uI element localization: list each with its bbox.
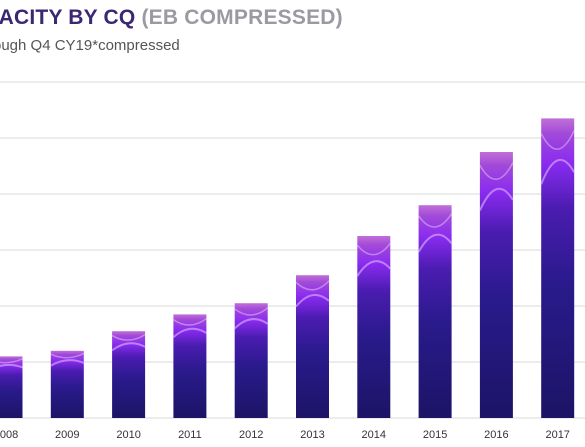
bar (234, 303, 268, 418)
bar-highlight (417, 233, 453, 253)
x-tick-label: 2016 (484, 429, 508, 441)
bar-highlight (356, 242, 391, 256)
x-tick-label: 2009 (55, 429, 79, 441)
bars (0, 118, 576, 419)
chart-title-suffix: (EB COMPRESSED) (141, 6, 343, 29)
x-tick-label: 2011 (178, 429, 202, 441)
bar-highlight (234, 307, 269, 316)
bar-highlight (356, 260, 392, 277)
x-tick-label: 2017 (545, 429, 569, 441)
chart-title-main: PACITY BY CQ (0, 6, 136, 29)
x-tick-label: 2008 (0, 429, 18, 441)
bar-highlight (111, 342, 146, 352)
bar-highlight (417, 213, 453, 228)
chart-subtitle: rough Q4 CY19*compressed (0, 37, 180, 54)
bar (479, 152, 513, 418)
bar-highlight (295, 280, 330, 291)
x-tick-label: 2013 (300, 429, 324, 441)
x-tick-label: 2015 (423, 429, 447, 441)
bar (173, 314, 207, 418)
bar (541, 118, 575, 419)
bar (112, 331, 146, 418)
bar-highlight (540, 130, 575, 150)
x-tick-label: 2010 (116, 429, 140, 441)
bar (418, 205, 452, 418)
bar (296, 275, 329, 418)
bar (0, 356, 23, 418)
bar-2012 (234, 303, 269, 418)
x-tick-label: 2014 (362, 429, 386, 441)
bar-highlight (478, 187, 514, 211)
bar-highlight (0, 363, 23, 369)
bar-2011 (172, 314, 207, 418)
bar-highlight (50, 352, 85, 359)
bar-highlight (234, 318, 269, 330)
bar-highlight (172, 317, 207, 326)
bar-2009 (50, 350, 85, 418)
bar-2014 (356, 236, 392, 418)
bar-highlight (540, 158, 576, 185)
x-tick-label: 2012 (239, 429, 263, 441)
bar-2013 (295, 275, 330, 418)
bar-2015 (417, 205, 453, 418)
bar-2008 (0, 356, 23, 418)
bar (357, 236, 391, 418)
bar-2017 (540, 118, 576, 419)
bar-2010 (111, 331, 146, 418)
x-tick-labels: 2008 2009 2010 2011 2012 2013 2014 2015 2016 2017 (0, 429, 570, 441)
bar-highlight (50, 359, 85, 367)
chart-title: PACITY BY CQ (EB COMPRESSED) (0, 6, 343, 30)
bar-highlight (295, 294, 330, 308)
bar-highlight (479, 162, 514, 181)
bar-highlight (111, 334, 146, 341)
bar-highlight (0, 358, 23, 364)
bar-highlight (172, 327, 207, 338)
bar-2016 (478, 152, 514, 418)
